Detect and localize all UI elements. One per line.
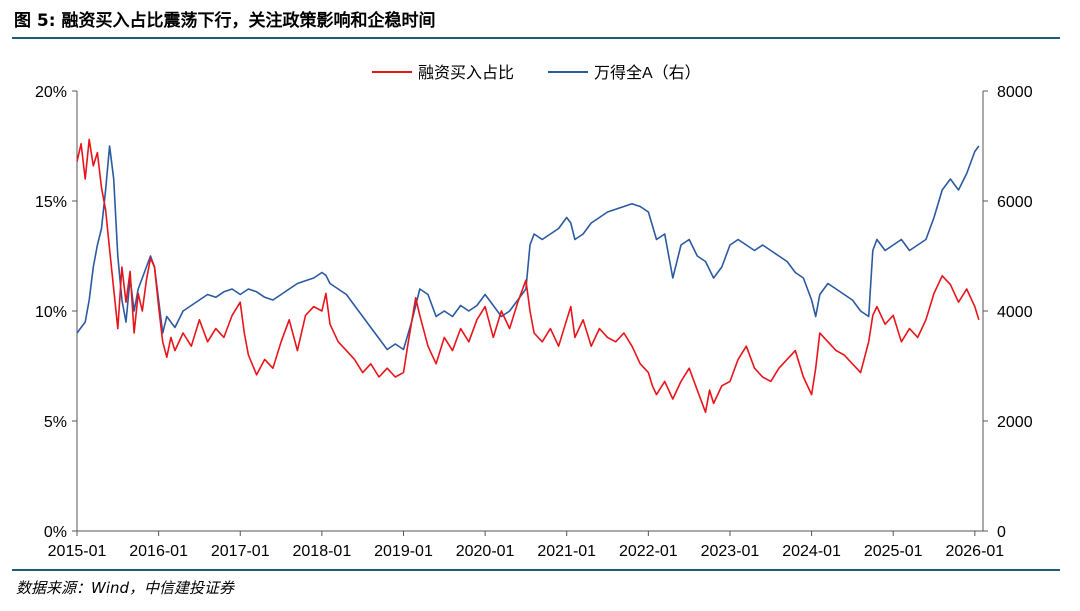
y-left-tick-label: 10% bbox=[35, 304, 67, 321]
title-divider bbox=[12, 37, 1060, 39]
series-line-margin-ratio bbox=[76, 138, 980, 413]
x-tick-label: 2025-01 bbox=[864, 543, 923, 560]
x-tick-label: 2021-01 bbox=[537, 543, 596, 560]
page-title: 图 5: 融资买入占比震荡下行，关注政策影响和企稳时间 bbox=[14, 11, 436, 31]
x-tick-label: 2018-01 bbox=[293, 543, 352, 560]
y-right-tick-label: 0 bbox=[997, 524, 1006, 541]
footer-divider bbox=[12, 569, 1060, 571]
y-left-tick-label: 15% bbox=[35, 194, 67, 211]
x-tick-label: 2026-01 bbox=[945, 543, 1004, 560]
y-right-tick-label: 2000 bbox=[997, 414, 1033, 431]
x-tick-label: 2019-01 bbox=[374, 543, 433, 560]
y-right-tick-label: 6000 bbox=[997, 194, 1033, 211]
source-note: 数据来源：Wind，中信建投证券 bbox=[16, 579, 235, 597]
legend-label-wind-all-a: 万得全A（右） bbox=[594, 64, 701, 82]
x-tick-label: 2022-01 bbox=[619, 543, 678, 560]
y-right-tick-label: 8000 bbox=[997, 84, 1033, 101]
x-tick-label: 2016-01 bbox=[129, 543, 188, 560]
x-tick-label: 2020-01 bbox=[456, 543, 515, 560]
y-right-tick-label: 4000 bbox=[997, 304, 1033, 321]
series-line-wind-all-a bbox=[76, 145, 980, 351]
x-tick-label: 2023-01 bbox=[701, 543, 760, 560]
y-left-tick-label: 20% bbox=[35, 84, 67, 101]
x-tick-label: 2015-01 bbox=[48, 543, 107, 560]
x-tick-label: 2024-01 bbox=[782, 543, 841, 560]
x-tick-label: 2017-01 bbox=[211, 543, 270, 560]
y-left-tick-label: 5% bbox=[44, 414, 67, 431]
y-left-tick-label: 0% bbox=[44, 524, 67, 541]
legend-label-margin-ratio: 融资买入占比 bbox=[418, 64, 514, 82]
